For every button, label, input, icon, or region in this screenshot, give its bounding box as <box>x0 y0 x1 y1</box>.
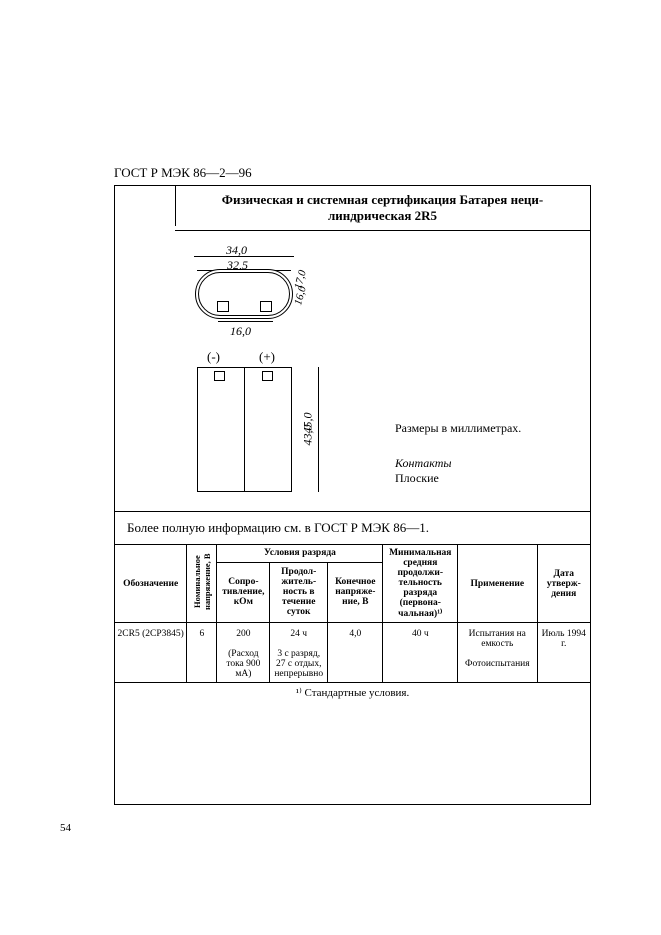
table-footnote: ¹⁾ Стандартные условия. <box>115 683 590 703</box>
col-end-voltage: Конечное напряже­ние, В <box>328 562 383 622</box>
dimensions-note: Размеры в миллиметрах. <box>395 421 521 436</box>
cell-application: Испытания на емкость Фотоиспы­тания <box>458 623 537 683</box>
document-header: ГОСТ Р МЭК 86—2—96 <box>114 165 252 181</box>
col-discharge-group: Условия разряда <box>217 545 383 562</box>
col-designation: Обозначение <box>115 545 187 623</box>
certification-title: Физическая и системная сертификация Бата… <box>175 186 590 231</box>
col-application: Применение <box>458 545 537 623</box>
reference-note: Более полную информацию см. в ГОСТ Р МЭК… <box>115 511 590 545</box>
contacts-heading: Контакты <box>395 456 452 471</box>
terminal-plus-label: (+) <box>259 349 275 365</box>
cell-voltage: 6 <box>187 623 217 683</box>
col-voltage: Номинальное напряжение, В <box>187 545 217 623</box>
contact-terminal <box>262 371 273 381</box>
cell-resistance: 200 (Рас­ход тока 900 мА) <box>217 623 270 683</box>
col-duration: Продол­житель­ность в течение суток <box>270 562 328 622</box>
dimension-line <box>318 367 319 492</box>
contact-terminal <box>260 301 272 312</box>
dimension-line <box>218 321 273 322</box>
col-date: Дата утверж­дения <box>537 545 590 623</box>
main-frame: Физическая и системная сертификация Бата… <box>114 185 591 805</box>
contact-terminal <box>214 371 225 381</box>
dimension-label: 43,0 <box>301 425 316 446</box>
cell-end-voltage: 4,0 <box>328 623 383 683</box>
contact-terminal <box>217 301 229 312</box>
battery-divider <box>244 367 245 492</box>
cell-duration: 24 ч 3 с разряд, 27 с отдых, непре­рывно <box>270 623 328 683</box>
dimension-line <box>194 256 294 257</box>
title-divider <box>175 186 176 226</box>
battery-top-inner <box>198 272 290 316</box>
cell-date: Июль 1994 г. <box>537 623 590 683</box>
col-resistance: Сопро­тивле­ние, кОм <box>217 562 270 622</box>
technical-diagram: 34,0 32,5 16,0 17,0 16,0 (-) (+) 45,0 43… <box>115 231 590 511</box>
dimension-label: 16,0 <box>230 324 251 339</box>
contacts-type: Плоские <box>395 471 439 486</box>
page-number: 54 <box>60 822 71 834</box>
terminal-minus-label: (-) <box>207 349 220 365</box>
cell-designation: 2CR5 (2CP3845) <box>115 623 187 683</box>
specifications-table: Обозначение Номинальное напряжение, В Ус… <box>115 545 590 702</box>
col-min-duration: Минималь­ная средняя продолжи­тельность … <box>383 545 458 623</box>
cell-min-duration: 40 ч <box>383 623 458 683</box>
